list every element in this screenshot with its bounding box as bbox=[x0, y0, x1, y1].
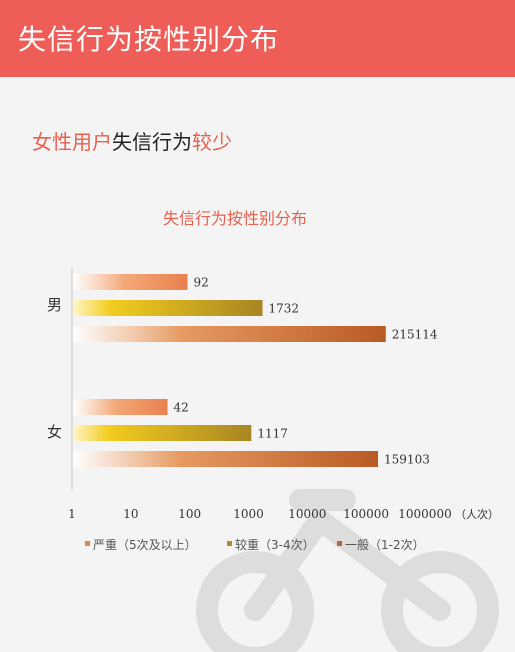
data-label: 1117 bbox=[257, 427, 288, 441]
legend-label: 较重（3-4次） bbox=[235, 537, 315, 552]
category-label: 女 bbox=[47, 423, 62, 441]
subtitle-highlight-less: 较少 bbox=[192, 130, 232, 154]
data-label: 92 bbox=[194, 276, 209, 290]
bar bbox=[73, 399, 168, 415]
bar bbox=[73, 425, 252, 441]
section-subtitle: 女性用户失信行为较少 bbox=[32, 126, 232, 155]
x-tick-label: 10 bbox=[123, 507, 138, 521]
x-tick-label: 100 bbox=[178, 507, 201, 521]
bar bbox=[73, 300, 263, 316]
x-unit-label: （人次） bbox=[455, 507, 499, 521]
x-tick-label: 1000000 bbox=[398, 507, 451, 521]
legend-swatch bbox=[337, 541, 342, 546]
x-tick-label: 100000 bbox=[343, 507, 389, 521]
x-tick-label: 1000 bbox=[233, 507, 264, 521]
category-label: 男 bbox=[47, 296, 62, 314]
subtitle-text: 失信行为 bbox=[112, 130, 192, 154]
legend-swatch bbox=[227, 541, 232, 546]
chart-title: 失信行为按性别分布 bbox=[163, 209, 307, 228]
legend-swatch bbox=[85, 541, 90, 546]
legend-label: 严重（5次及以上） bbox=[93, 538, 197, 552]
subtitle-highlight-female: 女性用户 bbox=[32, 130, 112, 154]
bar bbox=[73, 274, 188, 290]
x-tick-label: 1 bbox=[68, 507, 76, 521]
bicycle-icon bbox=[196, 489, 499, 652]
bar bbox=[73, 326, 386, 342]
data-label: 1732 bbox=[269, 302, 300, 316]
header-bar: 失信行为按性别分布 bbox=[0, 0, 515, 77]
data-label: 42 bbox=[174, 401, 189, 415]
legend-label: 一般（1-2次） bbox=[345, 537, 425, 552]
page-title: 失信行为按性别分布 bbox=[18, 23, 280, 56]
x-tick-label: 10000 bbox=[288, 507, 326, 521]
data-label: 215114 bbox=[392, 328, 438, 342]
data-label: 159103 bbox=[384, 453, 430, 467]
bar bbox=[73, 451, 379, 467]
